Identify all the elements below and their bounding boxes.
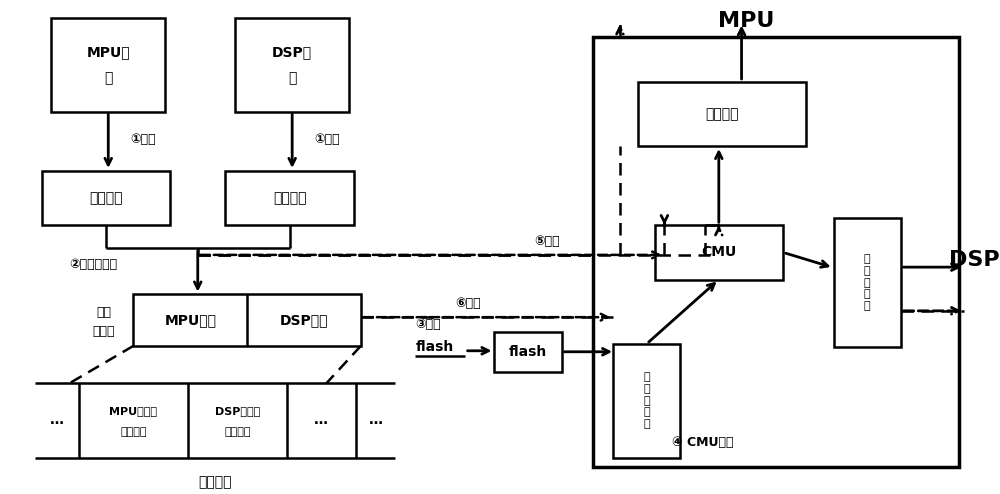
Text: ⑤装载: ⑤装载 <box>534 235 560 247</box>
Text: ①编译: ①编译 <box>314 133 340 146</box>
Text: ①编译: ①编译 <box>130 133 156 146</box>
Text: 数
据
文
本
书: 数 据 文 本 书 <box>864 254 870 311</box>
Bar <box>225 171 354 225</box>
Text: MPU部分: MPU部分 <box>164 313 216 327</box>
Bar <box>42 171 170 225</box>
Text: 码: 码 <box>104 72 112 85</box>
Text: …: … <box>314 413 328 427</box>
Text: DSP代: DSP代 <box>272 45 312 60</box>
Bar <box>593 38 959 467</box>
Bar <box>494 332 562 371</box>
Bar <box>51 18 165 112</box>
Text: flash: flash <box>415 340 454 354</box>
Text: ②链接和加载: ②链接和加载 <box>69 258 117 271</box>
Bar <box>133 294 361 346</box>
Text: ④ CMU读取: ④ CMU读取 <box>672 436 734 449</box>
Bar <box>834 218 901 347</box>
Text: MPU: MPU <box>718 10 775 31</box>
Text: …: … <box>369 413 383 427</box>
Text: 目标文件: 目标文件 <box>273 191 306 205</box>
Text: CMU: CMU <box>701 246 736 259</box>
Text: DSP部分: DSP部分 <box>280 313 328 327</box>
Text: 数
据
文
本
书: 数 据 文 本 书 <box>643 372 650 429</box>
Bar <box>613 344 680 457</box>
Bar <box>638 82 806 146</box>
Text: DSP: DSP <box>949 250 999 270</box>
Text: MPU代码和: MPU代码和 <box>109 406 157 415</box>
Text: DSP代码和: DSP代码和 <box>215 406 260 415</box>
Text: 代码空间: 代码空间 <box>198 475 232 489</box>
Text: ⑥装载: ⑥装载 <box>455 297 480 310</box>
Text: 数据地址: 数据地址 <box>224 427 251 437</box>
Text: 数据地址: 数据地址 <box>120 427 147 437</box>
Bar <box>655 225 783 280</box>
Text: 行文件: 行文件 <box>93 326 115 338</box>
Text: 码: 码 <box>288 72 296 85</box>
Text: 协议转换: 协议转换 <box>705 107 739 121</box>
Text: flash: flash <box>509 345 547 359</box>
Text: ③装入: ③装入 <box>415 318 441 330</box>
Text: …: … <box>50 413 64 427</box>
Text: MPU代: MPU代 <box>86 45 130 60</box>
Text: 可执: 可执 <box>96 306 111 319</box>
Text: 目标文件: 目标文件 <box>89 191 123 205</box>
Bar <box>235 18 349 112</box>
